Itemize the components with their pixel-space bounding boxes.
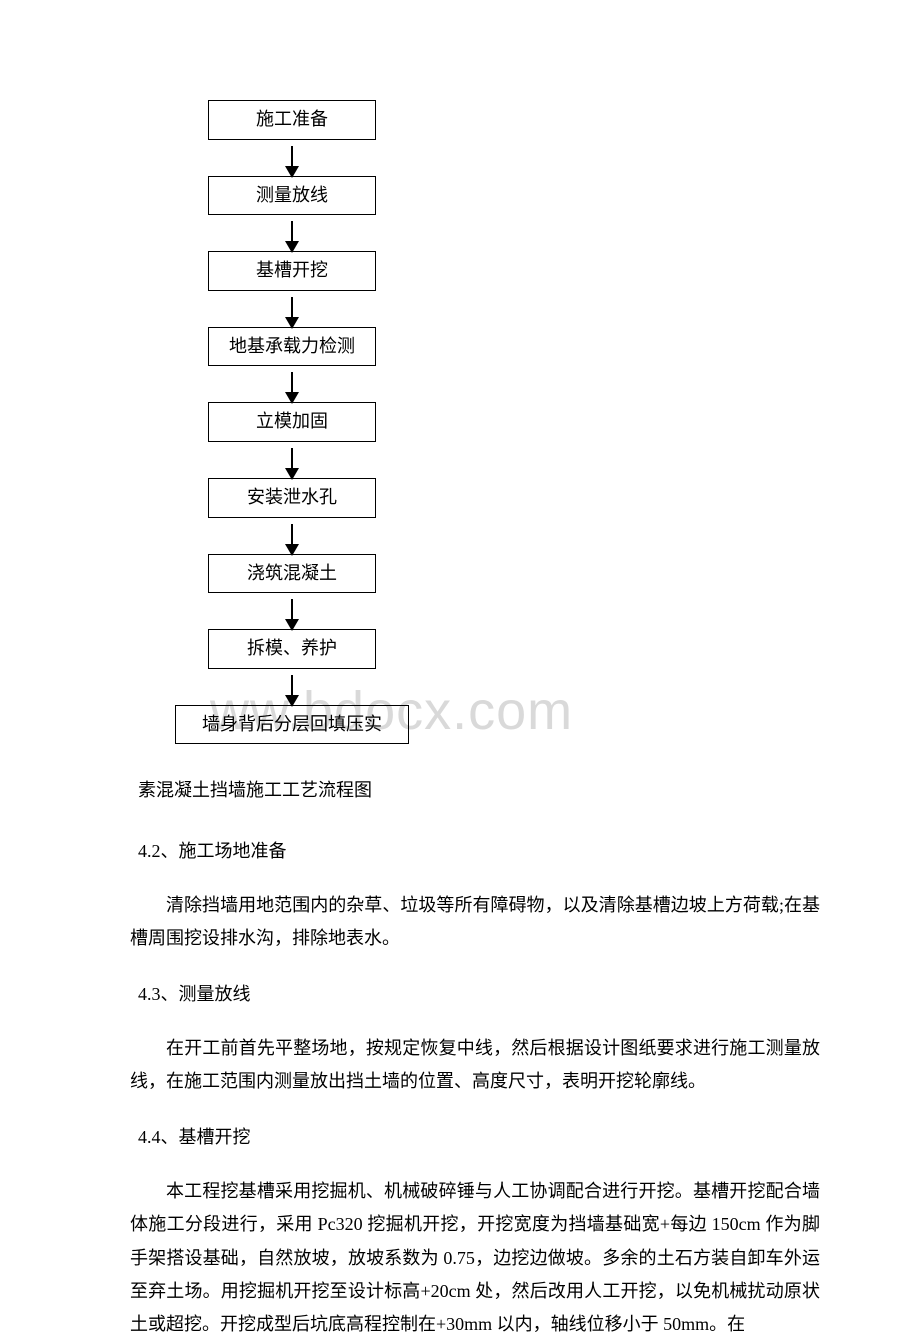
section-title-42: 4.2、施工场地准备 xyxy=(130,835,820,867)
flow-arrow xyxy=(208,215,376,251)
section-title-43: 4.3、测量放线 xyxy=(130,978,820,1010)
flow-arrow xyxy=(208,366,376,402)
section-body-42: 清除挡墙用地范围内的杂草、垃圾等所有障碍物，以及清除基槽边坡上方荷载;在基槽周围… xyxy=(130,889,820,956)
flow-arrow xyxy=(208,518,376,554)
flow-arrow xyxy=(208,669,376,705)
page-content: 施工准备 测量放线 基槽开挖 地基承载力检测 立模加固 安装泄水孔 浇筑混凝土 … xyxy=(0,0,920,1342)
flow-node-survey: 测量放线 xyxy=(208,176,376,216)
flow-node-backfill: 墙身背后分层回填压实 xyxy=(175,705,409,745)
flow-node-formwork: 立模加固 xyxy=(208,402,376,442)
flow-arrow xyxy=(208,140,376,176)
flow-node-excavation: 基槽开挖 xyxy=(208,251,376,291)
flow-node-bearing: 地基承载力检测 xyxy=(208,327,376,367)
flow-node-demold: 拆模、养护 xyxy=(208,629,376,669)
section-title-44: 4.4、基槽开挖 xyxy=(130,1121,820,1153)
flowchart-caption: 素混凝土挡墙施工工艺流程图 xyxy=(130,774,820,806)
section-body-43: 在开工前首先平整场地，按规定恢复中线，然后根据设计图纸要求进行施工测量放线，在施… xyxy=(130,1032,820,1099)
flow-arrow xyxy=(208,291,376,327)
flowchart: 施工准备 测量放线 基槽开挖 地基承载力检测 立模加固 安装泄水孔 浇筑混凝土 … xyxy=(175,100,820,744)
section-body-44: 本工程挖基槽采用挖掘机、机械破碎锤与人工协调配合进行开挖。基槽开挖配合墙体施工分… xyxy=(130,1175,820,1341)
flow-node-drain: 安装泄水孔 xyxy=(208,478,376,518)
flow-node-pour: 浇筑混凝土 xyxy=(208,554,376,594)
flow-node-prep: 施工准备 xyxy=(208,100,376,140)
flow-arrow xyxy=(208,593,376,629)
flow-arrow xyxy=(208,442,376,478)
